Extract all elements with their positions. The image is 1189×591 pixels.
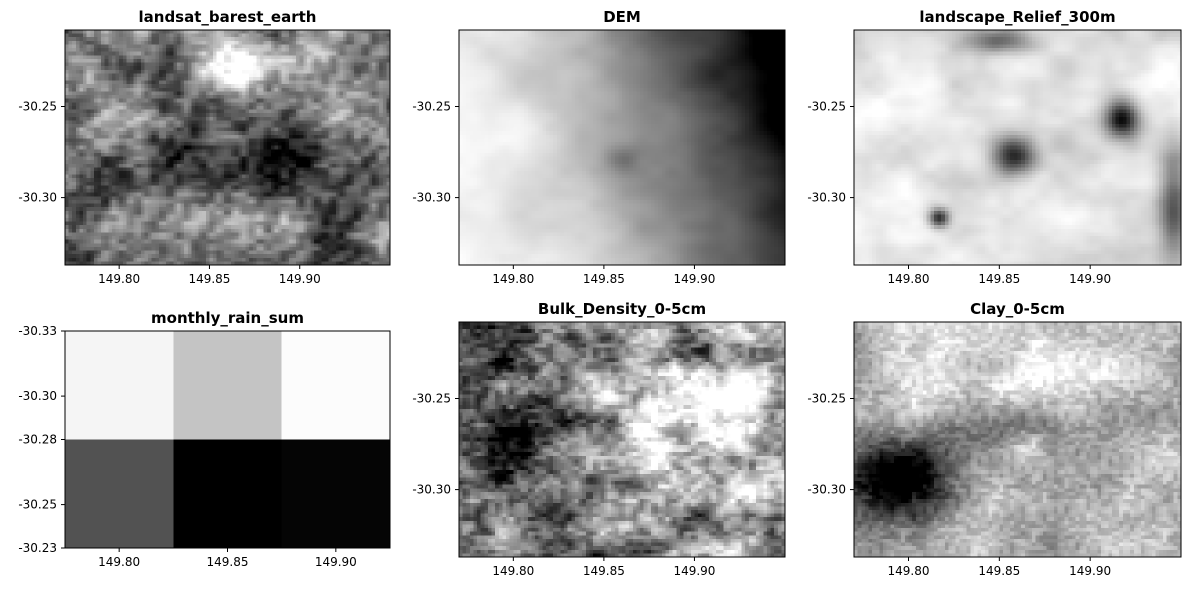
subplot-5: Bulk_Density_0-5cm 149.80 149.85 149.90 -30.… (412, 300, 785, 578)
x-tick-label: 149.85 (583, 272, 625, 286)
y-tick-label: -30.30 (807, 191, 846, 205)
y-tick-label: -30.23 (18, 541, 57, 555)
x-tick-label: 149.80 (888, 564, 930, 578)
x-tick-label: 149.85 (978, 272, 1020, 286)
y-tick-label: -30.28 (18, 433, 57, 447)
grid-cell (65, 331, 174, 440)
grid-cell (65, 440, 174, 549)
grid-cell (173, 440, 282, 549)
subplot-4: monthly_rain_sum 149.80 149.85 149.90 -30.33… (18, 309, 390, 569)
y-tick-label: -30.30 (412, 191, 451, 205)
x-tick-label: 149.80 (492, 564, 534, 578)
raster-image (459, 30, 786, 266)
subplot-title: landsat_barest_earth (139, 8, 317, 26)
subplot-title: monthly_rain_sum (151, 309, 304, 327)
grid-cell (282, 331, 391, 440)
x-tick-label: 149.90 (673, 272, 715, 286)
grid-cell (282, 440, 391, 549)
subplot-1: landsat_barest_earth 149.80 149.85 149.90 -3… (18, 8, 390, 286)
x-tick-label: 149.80 (888, 272, 930, 286)
y-tick-label: -30.25 (18, 498, 57, 512)
x-tick-label: 149.80 (98, 272, 140, 286)
y-tick-label: -30.25 (807, 100, 846, 114)
subplot-6: Clay_0-5cm 149.80 149.85 149.90 -30.25 -30.30 (807, 300, 1181, 578)
raster-image (854, 30, 1182, 266)
x-tick-label: 149.90 (279, 272, 321, 286)
raster-image (854, 322, 1182, 558)
y-tick-label: -30.30 (412, 483, 451, 497)
x-tick-label: 149.90 (1069, 272, 1111, 286)
y-tick-label: -30.25 (412, 392, 451, 406)
y-tick-label: -30.30 (18, 191, 57, 205)
grid-cell (173, 331, 282, 440)
x-tick-label: 149.85 (188, 272, 230, 286)
x-tick-label: 149.90 (673, 564, 715, 578)
y-tick-label: -30.30 (18, 389, 57, 403)
subplot-title: Bulk_Density_0-5cm (538, 300, 706, 318)
y-tick-label: -30.33 (18, 324, 57, 338)
x-tick-label: 149.90 (1069, 564, 1111, 578)
raster-image (459, 322, 786, 558)
x-tick-label: 149.90 (315, 555, 357, 569)
subplot-title: landscape_Relief_300m (919, 8, 1115, 26)
x-tick-label: 149.85 (583, 564, 625, 578)
subplot-2: DEM 149.80 149.85 149.90 -30.25 -30.30 (412, 8, 785, 286)
subplot-3: landscape_Relief_300m 149.80 149.85 149.90 -… (807, 8, 1181, 286)
x-tick-label: 149.80 (492, 272, 534, 286)
x-tick-label: 149.85 (978, 564, 1020, 578)
y-tick-label: -30.25 (18, 100, 57, 114)
y-tick-label: -30.25 (412, 100, 451, 114)
x-tick-label: 149.80 (98, 555, 140, 569)
y-tick-label: -30.30 (807, 483, 846, 497)
subplot-title: Clay_0-5cm (970, 300, 1065, 318)
y-tick-label: -30.25 (807, 392, 846, 406)
x-tick-label: 149.85 (207, 555, 249, 569)
subplot-title: DEM (603, 8, 641, 26)
raster-image (65, 30, 391, 266)
